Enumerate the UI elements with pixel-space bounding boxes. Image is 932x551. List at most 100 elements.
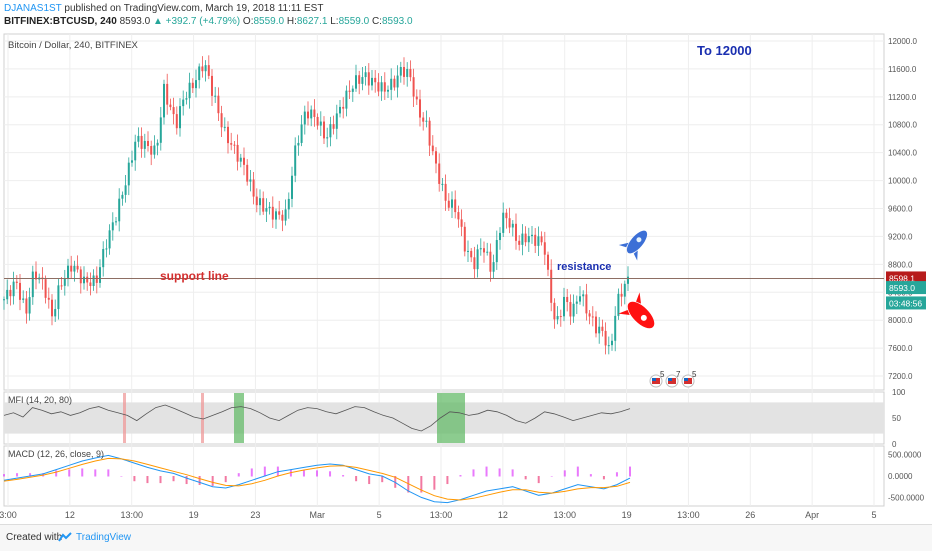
candle-body [57,285,60,310]
candle-body [355,75,357,89]
macd-hist-bar [537,476,540,484]
candle-body [51,299,53,317]
candle-body [95,275,98,283]
candle-body [268,206,271,209]
y-tick-label: 9600.0 [888,205,913,214]
candle-body [374,77,377,83]
candle-body [582,294,585,297]
candle-body [303,111,306,125]
last-price-bg [886,281,926,295]
high-value: 8627.1 [296,16,328,27]
macd-hist-bar [107,469,110,477]
candle-body [518,240,521,245]
candle-body [591,316,594,318]
candle-body [179,106,181,129]
event-badge-count: 5 [660,370,665,379]
candle-body [614,315,617,341]
candle-body [281,214,284,221]
x-tick-label: Apr [805,510,819,520]
macd-pane [3,445,885,507]
candle-body [396,75,399,88]
candle-body [191,82,194,89]
candle-body [476,249,479,270]
support-annotation: support line [160,269,229,283]
tradingview-logo-icon [58,532,72,542]
macd-hist-bar [316,470,318,477]
candle-body [559,316,562,318]
macd-hist-bar [446,476,449,485]
candle-body [284,209,287,221]
candle-body [623,283,626,297]
candle-body [527,236,530,243]
resistance-annotation: resistance [557,261,611,273]
y-tick-label: 11200.0 [888,93,917,102]
macd-hist-bar [459,475,462,477]
candle-body [569,302,572,317]
mfi-tick-label: 0 [892,440,897,449]
macd-hist-bar [485,466,488,477]
candle-body [486,251,489,253]
candle-body [3,299,5,301]
candle-body [265,208,268,212]
candle-body [425,120,428,122]
candle-body [207,65,210,76]
event-badge-count: 7 [676,370,681,379]
candle-body [435,151,437,164]
candle-body [361,77,364,84]
candle-body [188,82,191,99]
y-tick-label: 10400.0 [888,149,917,158]
open-value: 8559.0 [253,16,285,27]
candle-body [102,249,105,268]
candle-body [99,267,101,283]
macd-hist-bar [237,473,240,477]
candle-body [76,265,79,270]
macd-hist-bar [302,470,305,477]
candle-body [111,222,114,231]
candle-body [377,82,380,92]
y-tick-label: 8000.0 [888,316,913,325]
candle-body [342,106,345,109]
event-badge: 5 [681,370,697,388]
tradingview-brand[interactable]: TradingView [76,532,132,543]
candle-body [566,296,569,303]
mfi-highlight [437,393,465,443]
chart-container[interactable]: 3:00 12 13:00 19 23 Mar 5 13:00 12 13:00 19 13:00 26… [0,30,932,529]
candle-body [156,142,159,146]
macd-hist-bar [29,473,32,477]
y-tick-label: 10000.0 [888,177,917,186]
chart-svg[interactable]: 3:00 12 13:00 19 23 Mar 5 13:00 12 13:00 19 13:00 26… [0,30,932,524]
macd-hist-bar [550,476,553,477]
candle-body [92,275,95,287]
candle-body [611,340,613,346]
candle-body [86,276,89,283]
macd-hist-bar [615,472,618,477]
macd-hist-bar [55,470,58,477]
candle-body [579,296,581,302]
y-tick-label: 10800.0 [888,121,917,130]
candle-body [124,185,127,195]
y-axis: 12000.0 11600.0 11200.0 10800.0 10400.0 10000… [4,37,917,381]
author-link[interactable]: DJANAS1ST [4,3,62,14]
candle-body [332,124,335,129]
candle-body [31,271,34,298]
candle-body [495,240,498,263]
candle-body [198,66,201,81]
macd-hist-bar [120,476,123,477]
candle-body [540,236,543,243]
candle-body [409,69,412,78]
candle-body [134,141,137,161]
macd-hist-bar [381,476,384,483]
candle-body [47,297,50,300]
candle-body [217,95,220,114]
low-label: L: [330,16,339,27]
candle-body [105,248,108,250]
candle-body [22,298,25,300]
candle-body [287,198,290,210]
macd-tick-label: -500.0000 [888,493,925,502]
candle-body [467,250,469,252]
candle-body [447,200,450,208]
candle-body [316,116,319,126]
x-tick-label: 19 [189,510,199,520]
candle-body [300,124,303,143]
candle-body [371,77,373,86]
